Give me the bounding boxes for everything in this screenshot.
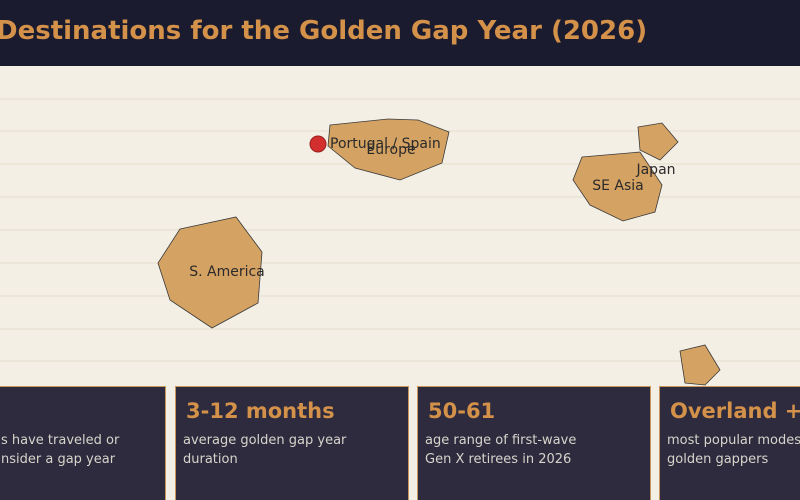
stat-text: age range of first-wave Gen X retirees i… <box>425 431 576 469</box>
stat-line: most popular modes <box>667 433 800 448</box>
region-s-america <box>157 216 263 329</box>
stat-card: Overland + most popular modes golden gap… <box>659 386 800 500</box>
stat-line: nsider a gap year <box>1 452 116 467</box>
stat-card: s have traveled or nsider a gap year <box>0 386 166 500</box>
stat-value: Overland + <box>670 399 800 423</box>
stat-text: average golden gap year duration <box>183 431 346 469</box>
region-nz <box>679 344 721 386</box>
marker-label: Portugal / Spain <box>330 136 441 152</box>
region-label: Europe <box>366 142 415 158</box>
region-europe <box>327 118 450 181</box>
stat-line: Gen X retirees in 2026 <box>425 452 572 467</box>
header: Destinations for the Golden Gap Year (20… <box>0 0 800 66</box>
stat-line: age range of first-wave <box>425 433 577 448</box>
stat-card: 50-61 age range of first-wave Gen X reti… <box>417 386 651 500</box>
header-title: Destinations for the Golden Gap Year (20… <box>0 16 648 46</box>
region-label: Japan <box>635 162 675 178</box>
region-label: S. America <box>189 264 265 280</box>
stat-line: average golden gap year <box>183 433 347 448</box>
stat-line: s have traveled or <box>1 433 120 448</box>
region-se-asia <box>572 151 663 222</box>
stat-value: 50-61 <box>428 399 496 423</box>
marker <box>309 135 327 153</box>
stat-line: duration <box>183 452 238 467</box>
map-lines <box>0 98 800 362</box>
stat-value: 3-12 months <box>186 399 335 423</box>
stat-card: 3-12 months average golden gap year dura… <box>175 386 409 500</box>
region-label: SE Asia <box>592 178 644 194</box>
stat-line: golden gappers <box>667 452 769 467</box>
region-japan <box>637 122 679 161</box>
map: Europe SE Asia Japan S. America NZ Portu… <box>0 98 800 405</box>
stat-text: s have traveled or nsider a gap year <box>1 431 119 469</box>
stat-text: most popular modes golden gappers <box>667 431 800 469</box>
